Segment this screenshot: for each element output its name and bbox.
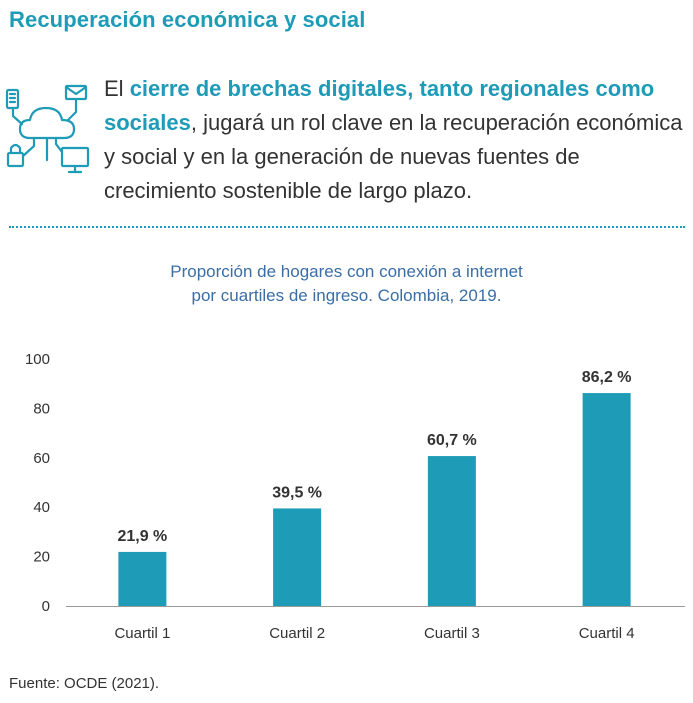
y-tick-label: 100 — [25, 351, 50, 368]
x-tick-label: Cuartil 3 — [424, 625, 480, 642]
data-label: 39,5 % — [272, 484, 322, 501]
x-tick-label: Cuartil 4 — [579, 625, 635, 642]
data-label: 60,7 % — [427, 432, 477, 449]
y-tick-label: 40 — [33, 499, 50, 516]
intro-text-part: El — [104, 76, 130, 101]
x-tick-label: Cuartil 2 — [269, 625, 325, 642]
page-title: Recuperación económica y social — [9, 7, 366, 32]
intro-highlight: cierre de brechas digitales, tanto regio… — [104, 76, 655, 135]
data-label: 86,2 % — [582, 369, 632, 386]
chart-title: Proporción de hogares con conexión a int… — [0, 260, 693, 308]
y-tick-label: 0 — [42, 598, 50, 615]
chart-title-line: Proporción de hogares con conexión a int… — [170, 262, 523, 281]
bar — [273, 508, 322, 606]
bar — [427, 456, 476, 606]
bar-chart: 0 20 40 60 80 100 21,9 % Cuartil 1 39,5 % Cuartil… — [25, 351, 685, 642]
y-tick-label: 60 — [33, 450, 50, 467]
data-label: 21,9 % — [117, 528, 167, 545]
source-note: Fuente: OCDE (2021). — [9, 675, 160, 692]
cloud-network-icon — [5, 84, 90, 174]
y-tick-label: 20 — [33, 549, 50, 566]
y-tick-label: 80 — [33, 400, 50, 417]
intro-paragraph: El cierre de brechas digitales, tanto re… — [104, 72, 688, 208]
bar — [118, 551, 167, 606]
bar — [582, 393, 631, 606]
intro-text-part: , jugará un rol clave en la recuperación… — [104, 110, 683, 203]
x-tick-label: Cuartil 1 — [114, 625, 170, 642]
section-divider — [9, 226, 685, 228]
chart-title-line: por cuartiles de ingreso. Colombia, 2019… — [191, 286, 502, 305]
